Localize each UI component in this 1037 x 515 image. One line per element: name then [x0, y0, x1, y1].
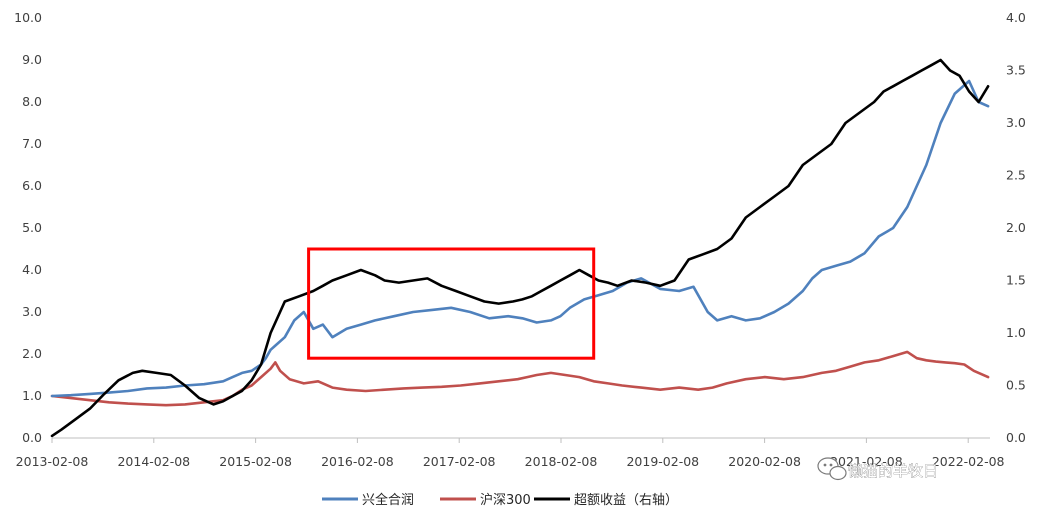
y-right-tick-label: 0.0 [1006, 430, 1026, 445]
legend-label: 兴全合润 [362, 492, 414, 508]
x-tick-label: 2014-02-08 [117, 454, 190, 469]
y-left-tick-label: 1.0 [22, 388, 42, 403]
x-tick-label: 2022-02-08 [932, 454, 1005, 469]
y-right-tick-label: 3.5 [1006, 63, 1026, 78]
y-left-tick-label: 3.0 [22, 304, 42, 319]
watermark-text: 懒猫的羊牧日 [848, 462, 938, 480]
series-layer [50, 58, 990, 438]
y-left-tick-label: 9.0 [22, 52, 42, 67]
y-right-tick-label: 1.5 [1006, 273, 1026, 288]
x-tick-label: 2018-02-08 [525, 454, 598, 469]
wechat-icon [817, 457, 847, 481]
watermark: 懒猫的羊牧日 [817, 457, 938, 481]
x-tick-label: 2013-02-08 [16, 454, 89, 469]
y-right-tick-label: 2.5 [1006, 168, 1026, 183]
legend-label: 超额收益（右轴） [574, 493, 678, 508]
y-right-tick-label: 0.5 [1006, 378, 1026, 393]
y-left-tick-label: 7.0 [22, 136, 42, 151]
x-tick-label: 2021-02-08 [830, 454, 903, 469]
y-left-tick-label: 10.0 [14, 10, 42, 25]
legend-label: 沪深300 [480, 492, 531, 508]
y-left-tick-label: 8.0 [22, 94, 42, 109]
y-left-tick-label: 2.0 [22, 346, 42, 361]
x-tick-label: 2016-02-08 [321, 454, 394, 469]
legend: 兴全合润 沪深300 超额收益（右轴） [322, 492, 678, 508]
x-tick-label: 2019-02-08 [626, 454, 699, 469]
series-line-2 [50, 58, 990, 438]
series-line-1 [50, 350, 990, 407]
y-left-tick-label: 5.0 [22, 220, 42, 235]
y-left-tick-label: 6.0 [22, 178, 42, 193]
y-right-tick-label: 3.0 [1006, 115, 1026, 130]
y-left-tick-label: 4.0 [22, 262, 42, 277]
y-right-tick-label: 1.0 [1006, 325, 1026, 340]
x-tick-label: 2015-02-08 [219, 454, 292, 469]
y-right-tick-label: 4.0 [1006, 10, 1026, 25]
series-line-0 [50, 79, 990, 398]
x-tick-label: 2017-02-08 [423, 454, 496, 469]
axes-layer: 0.0 1.0 2.0 3.0 4.0 5.0 6.0 7.0 8.0 9.0 10.0 0.0 0.5… [14, 10, 1026, 469]
x-tick-label: 2020-02-08 [728, 454, 801, 469]
y-right-tick-label: 2.0 [1006, 220, 1026, 235]
y-left-tick-label: 0.0 [22, 430, 42, 445]
highlight-layer [307, 247, 596, 360]
highlight-box [307, 247, 596, 360]
